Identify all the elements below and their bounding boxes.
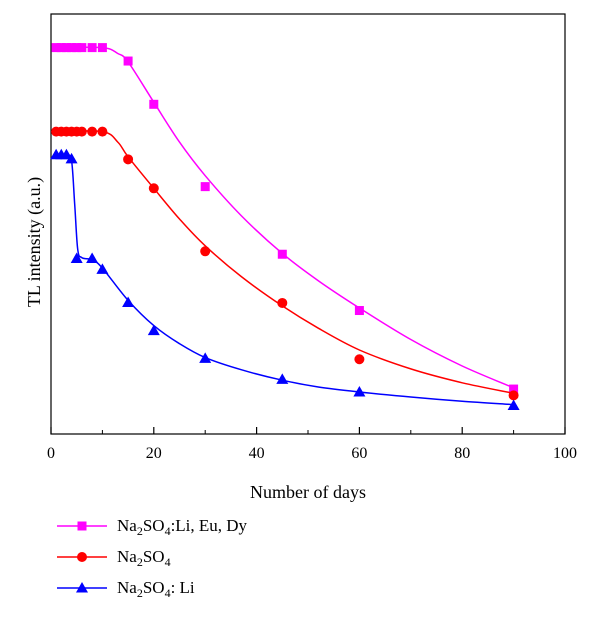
- data-point: [149, 99, 159, 109]
- data-point: [354, 306, 364, 316]
- subscript-text: 4: [165, 586, 171, 600]
- data-point: [509, 384, 519, 394]
- data-point: [87, 126, 98, 137]
- legend-text: :Li, Eu, Dy: [171, 516, 248, 535]
- data-point: [60, 148, 73, 160]
- legend-text: SO: [143, 547, 165, 566]
- legend-item: Na2SO4:Li, Eu, Dy: [57, 516, 248, 538]
- data-point: [147, 324, 160, 336]
- data-point: [148, 183, 159, 194]
- subscript-text: 4: [165, 524, 171, 538]
- legend-item: Na2SO4: [57, 547, 171, 569]
- data-point: [200, 182, 210, 192]
- legend-item: Na2SO4: Li: [57, 578, 195, 600]
- data-point: [76, 126, 87, 137]
- data-point: [97, 43, 107, 53]
- data-point: [508, 390, 519, 401]
- data-point: [56, 43, 66, 53]
- data-point: [61, 43, 71, 53]
- data-point: [70, 252, 83, 263]
- data-point: [354, 354, 365, 365]
- series-line: [56, 46, 514, 389]
- data-point: [277, 297, 288, 308]
- series-1: [51, 43, 519, 394]
- series-3: [50, 148, 520, 410]
- data-point: [86, 252, 99, 263]
- data-point: [507, 399, 520, 410]
- data-point: [199, 352, 212, 363]
- legend-label: Na2SO4: Li: [117, 578, 195, 600]
- data-point: [65, 152, 78, 164]
- data-point: [123, 56, 133, 66]
- legend-marker: [76, 582, 88, 593]
- data-point: [277, 249, 287, 259]
- x-tick-label: 20: [146, 445, 162, 462]
- series-2: [51, 126, 519, 401]
- y-axis-label: TL intensity (a.u.): [24, 177, 45, 307]
- series-line: [56, 153, 514, 406]
- subscript-text: 4: [165, 555, 171, 569]
- data-point: [122, 296, 135, 308]
- plot-area: 0 20 40 60 80 100: [47, 13, 577, 462]
- data-point: [123, 154, 134, 165]
- x-axis: 0 20 40 60 80 100: [47, 427, 577, 462]
- data-point: [276, 373, 289, 384]
- x-tick-label: 40: [249, 445, 265, 462]
- legend-text: SO: [143, 516, 165, 535]
- legend-text: Na: [117, 516, 137, 535]
- data-point: [353, 386, 366, 397]
- legend-text: Na: [117, 547, 137, 566]
- data-point: [77, 43, 87, 53]
- legend-marker: [77, 552, 87, 562]
- legend-text: SO: [143, 578, 165, 597]
- x-axis-label: Number of days: [250, 482, 366, 502]
- data-point: [87, 43, 97, 53]
- data-point: [67, 43, 77, 53]
- subscript-text: 2: [137, 586, 143, 600]
- plot-frame: [50, 13, 566, 435]
- subscript-text: 2: [137, 524, 143, 538]
- data-point: [51, 43, 61, 53]
- series-line: [56, 130, 514, 395]
- data-point: [97, 126, 108, 137]
- data-point: [72, 43, 82, 53]
- subscript-text: 2: [137, 555, 143, 569]
- x-tick-label: 60: [351, 445, 367, 462]
- x-tick-label: 80: [454, 445, 470, 462]
- legend-label: Na2SO4: [117, 547, 171, 569]
- legend-marker: [77, 521, 87, 531]
- legend-label: Na2SO4:Li, Eu, Dy: [117, 516, 248, 538]
- x-tick-label: 100: [553, 445, 577, 462]
- data-point: [96, 263, 109, 274]
- data-point: [200, 246, 211, 257]
- legend-text: : Li: [171, 578, 195, 597]
- x-tick-label: 0: [47, 445, 55, 462]
- legend-text: Na: [117, 578, 137, 597]
